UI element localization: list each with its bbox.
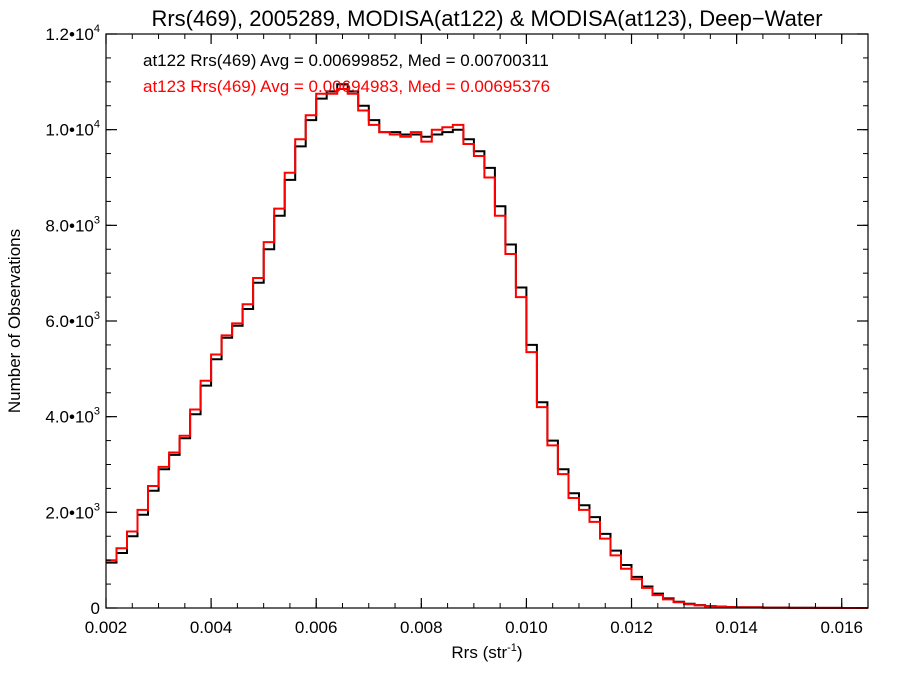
series-layer: [106, 83, 868, 609]
y-tick-label: 1.2•104: [45, 23, 100, 44]
series-line-at122: [106, 83, 868, 609]
x-axis-title-sup: -1: [507, 642, 517, 654]
x-tick-label: 0.002: [85, 618, 128, 637]
y-tick-label: 4.0•103: [45, 406, 100, 427]
tick-layer: 0.002 0.004 0.006 0.008 0.010 0.012 0.014 0.016…: [45, 23, 869, 637]
x-tick-label: 0.010: [505, 618, 548, 637]
x-tick-label: 0.014: [715, 618, 758, 637]
plot-frame: [105, 33, 869, 609]
x-axis-title-base: Rrs (str: [451, 643, 507, 662]
x-axis-title-close: ): [517, 643, 523, 662]
y-tick-label: 8.0•103: [45, 214, 100, 235]
y-tick-label: 2.0•103: [45, 501, 100, 522]
series-line-at123: [106, 88, 868, 609]
legend-entry-2: at123 Rrs(469) Avg = 0.00694983, Med = 0…: [143, 77, 550, 96]
chart-title: Rrs(469), 2005289, MODISA(at122) & MODIS…: [151, 6, 822, 31]
legend: at122 Rrs(469) Avg = 0.00699852, Med = 0…: [143, 51, 550, 96]
y-axis-title: Number of Observations: [5, 229, 24, 413]
x-tick-label: 0.004: [190, 618, 233, 637]
x-tick-label: 0.008: [400, 618, 443, 637]
x-tick-label: 0.012: [610, 618, 653, 637]
y-tick-label: 6.0•103: [45, 310, 100, 331]
x-axis-title: Rrs (str-1): [451, 642, 522, 662]
x-tick-label: 0.016: [820, 618, 863, 637]
y-tick-label: 1.0•104: [45, 119, 100, 140]
y-tick-label: 0: [91, 599, 100, 618]
x-tick-label: 0.006: [295, 618, 338, 637]
legend-entry-1: at122 Rrs(469) Avg = 0.00699852, Med = 0…: [143, 51, 549, 70]
